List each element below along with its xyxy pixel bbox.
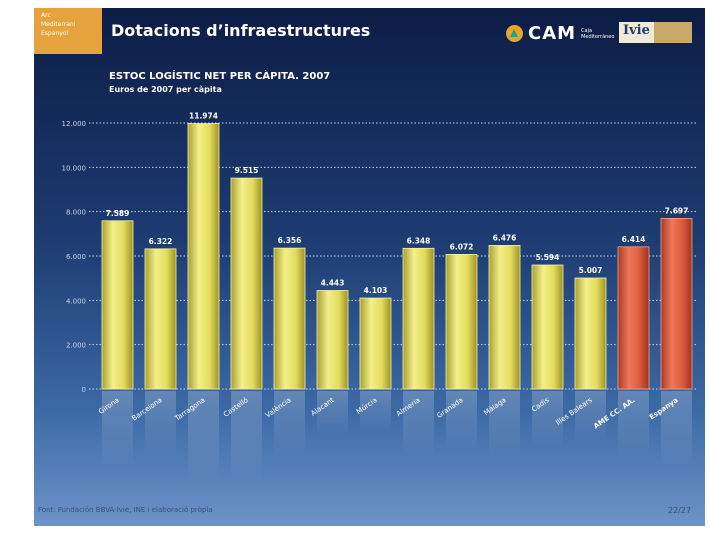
bar xyxy=(187,123,220,390)
y-tick-label: 8.000 xyxy=(66,209,86,217)
bar-reflection xyxy=(403,391,434,455)
bar-reflection xyxy=(360,391,391,432)
bar-reflection xyxy=(489,391,520,456)
bar xyxy=(445,254,478,390)
y-tick-label: 4.000 xyxy=(66,297,86,305)
y-tick-label: 2.000 xyxy=(66,342,86,350)
value-label: 6.348 xyxy=(407,236,431,245)
value-label: 4.103 xyxy=(364,286,388,295)
bar-reflection xyxy=(446,391,477,452)
bar xyxy=(574,277,607,390)
bar xyxy=(144,248,177,390)
logo-line-1: Arc xyxy=(41,12,51,19)
bar xyxy=(660,217,693,390)
y-tick-label: 12.000 xyxy=(62,120,87,128)
logo-line-3: Espanyol xyxy=(41,30,69,37)
bar xyxy=(402,247,435,390)
chart-subtitle: Euros de 2007 per càpita xyxy=(109,85,222,94)
slide: Arc Mediterrani Espanyol Dotacions d’inf… xyxy=(34,8,705,526)
bar-reflection xyxy=(102,391,133,467)
bar-reflection xyxy=(575,391,606,441)
bar xyxy=(316,290,349,390)
y-tick-label: 0 xyxy=(82,386,86,394)
bar-reflection xyxy=(661,391,692,468)
ame-logo: Arc Mediterrani Espanyol xyxy=(34,8,102,54)
bar-reflection xyxy=(274,391,305,455)
bar-reflection xyxy=(145,391,176,455)
cam-logo-subtitle: Caja Mediterráneo xyxy=(581,27,615,40)
value-label: 6.322 xyxy=(149,237,173,246)
value-label: 4.443 xyxy=(321,279,345,288)
cam-logo-text: CAM xyxy=(528,23,577,44)
source-note: Font: Fundación BBVA-Ivie, INE i elabora… xyxy=(38,506,213,514)
y-tick-label: 6.000 xyxy=(66,253,86,261)
cam-logo: CAM Caja Mediterráneo xyxy=(506,23,621,44)
value-label: 6.072 xyxy=(450,242,474,251)
bar-reflection xyxy=(618,391,649,455)
ivie-logo: Ivie xyxy=(619,22,692,43)
bar xyxy=(531,264,564,390)
bar xyxy=(359,297,392,390)
value-label: 5.594 xyxy=(536,253,560,262)
page-number: 22/27 xyxy=(668,506,692,515)
y-tick-label: 10.000 xyxy=(62,164,87,172)
bar xyxy=(273,247,306,390)
logo-line-2: Mediterrani xyxy=(41,21,76,28)
chart-title: ESTOC LOGÍSTIC NET PER CÀPITA. 2007 xyxy=(109,71,331,82)
value-label: 6.414 xyxy=(622,235,646,244)
value-label: 7.589 xyxy=(106,209,130,218)
bar-reflection xyxy=(317,391,348,436)
cam-logo-icon xyxy=(506,25,523,42)
bar xyxy=(230,177,263,390)
value-label: 6.476 xyxy=(493,233,517,242)
bar-reflection xyxy=(231,391,262,481)
value-label: 6.356 xyxy=(278,236,302,245)
ivie-logo-text: Ivie xyxy=(619,22,654,43)
value-label: 7.697 xyxy=(665,206,689,215)
slide-title: Dotacions d’infraestructures xyxy=(111,21,371,40)
value-label: 11.974 xyxy=(189,112,218,121)
value-label: 5.007 xyxy=(579,266,603,275)
bar-reflection xyxy=(188,391,219,481)
value-label: 9.515 xyxy=(235,166,259,175)
bar xyxy=(617,246,650,390)
bar xyxy=(101,220,134,390)
bar-reflection xyxy=(532,391,563,447)
ivie-logo-strip xyxy=(653,22,692,43)
bar xyxy=(488,245,521,390)
